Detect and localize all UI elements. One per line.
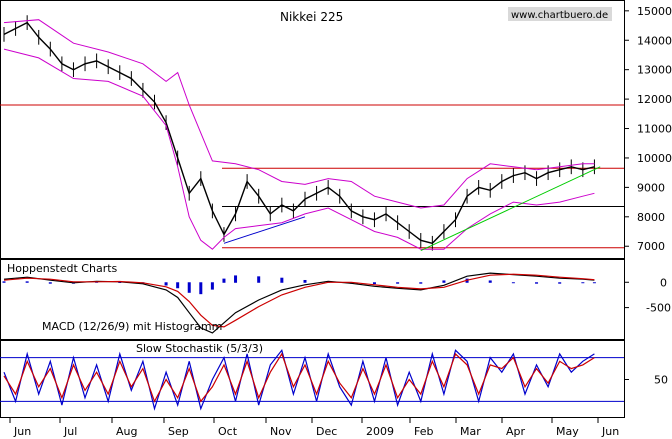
- price-ytick-label: 12000: [637, 93, 672, 106]
- xtick-label: Oct: [218, 425, 238, 438]
- macd-histogram-bar: [419, 282, 423, 284]
- watermark-text: www.chartbuero.de: [511, 10, 608, 21]
- macd-ytick-label: -500: [646, 302, 671, 315]
- macd-histogram-bar: [592, 282, 596, 284]
- macd-histogram-bar: [303, 279, 307, 283]
- macd-histogram-bar: [488, 280, 492, 283]
- price-ytick-label: 15000: [637, 5, 672, 18]
- chart-title: Nikkei 225: [280, 10, 343, 24]
- macd-histogram-bar: [372, 282, 376, 285]
- macd-histogram-bar: [222, 278, 226, 283]
- stoch-ytick-label: 50: [654, 374, 668, 387]
- xtick-label: Jul: [63, 425, 77, 438]
- price-ytick-label: 8000: [637, 211, 665, 224]
- xtick-label: Nov: [270, 425, 292, 438]
- macd-histogram-bar: [118, 282, 122, 283]
- macd-ytick-label: 0: [660, 276, 667, 289]
- price-series-bollinger_lower: [3, 48, 595, 250]
- xtick-label: Apr: [506, 425, 526, 438]
- macd-histogram-bar: [280, 277, 284, 283]
- xtick-label: Mar: [460, 425, 481, 438]
- price-series-trend_green: [420, 166, 601, 252]
- macd-histogram-bar: [187, 282, 191, 293]
- macd-line-Signal: [3, 273, 595, 328]
- price-series: [3, 15, 601, 252]
- price-ytick-label: 10000: [637, 152, 672, 165]
- x-axis-ticks: Jun Jul Aug Sep Oct Nov Dec 2009 Feb Mar Apr May Jun: [9, 418, 619, 438]
- xtick-label: Jun: [601, 425, 619, 438]
- macd-histogram-bar: [210, 282, 214, 290]
- macd-histogram-bar: [2, 281, 6, 283]
- macd-histogram-bar: [164, 282, 168, 286]
- xtick-label: Dec: [316, 425, 337, 438]
- macd-histogram-bar: [442, 280, 446, 283]
- xtick-label: Aug: [116, 425, 137, 438]
- macd-histogram-bar: [535, 282, 539, 284]
- macd-histogram-bar: [581, 282, 585, 284]
- macd-histogram-bar: [257, 276, 261, 283]
- price-ytick-label: 7000: [637, 240, 665, 253]
- stochastic-series: [0, 348, 624, 411]
- y-axis-ticks: 7000 8000 9000 10000 11000 12000 13000 14000 150…: [624, 5, 672, 387]
- xtick-label: Jun: [13, 425, 31, 438]
- price-horizontal-lines: [0, 104, 624, 249]
- macd-histogram-bar: [396, 282, 400, 284]
- xtick-label: Feb: [414, 425, 433, 438]
- price-series-close_weekly: [3, 21, 595, 245]
- xtick-label: May: [556, 425, 579, 438]
- macd-histogram-bar: [199, 282, 203, 295]
- stochastic-title: Slow Stochastik (5/3/3): [136, 342, 263, 355]
- macd-histogram-bar: [48, 282, 52, 284]
- price-ytick-label: 14000: [637, 34, 672, 47]
- stoch-line-%D: [3, 352, 595, 403]
- price-ytick-label: 9000: [637, 181, 665, 194]
- macd-panel-frame: [0, 259, 625, 340]
- price-series-bollinger_upper: [3, 19, 595, 209]
- price-ytick-label: 13000: [637, 64, 672, 77]
- xtick-label: 2009: [366, 425, 394, 438]
- macd-series: [2, 272, 596, 334]
- macd-histogram-bar: [511, 282, 515, 284]
- macd-histogram-bar: [176, 282, 180, 289]
- xtick-label: Sep: [168, 425, 189, 438]
- price-panel-frame: [0, 0, 625, 259]
- macd-title: MACD (12/26/9) mit Histogramm: [42, 320, 222, 333]
- macd-histogram-bar: [558, 282, 562, 284]
- price-series-trend_blue: [223, 216, 306, 244]
- watermark-box: [508, 7, 612, 21]
- macd-histogram-bar: [234, 275, 238, 283]
- source-label: Hoppenstedt Charts: [7, 262, 118, 275]
- macd-histogram-bar: [25, 281, 29, 283]
- price-ytick-label: 11000: [637, 123, 672, 136]
